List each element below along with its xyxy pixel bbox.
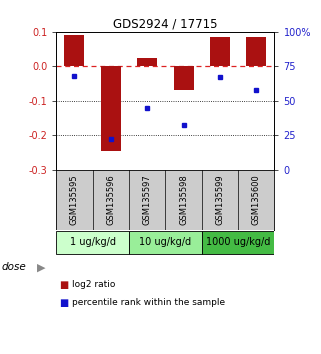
Bar [246,37,266,66]
Bar [210,37,230,66]
Text: dose: dose [2,262,26,272]
Bar [129,230,202,255]
Bar [173,66,194,90]
Bar [202,230,274,255]
Bar [101,66,121,150]
Text: 1 ug/kg/d: 1 ug/kg/d [70,238,116,247]
Title: GDS2924 / 17715: GDS2924 / 17715 [113,18,218,31]
Text: GSM135599: GSM135599 [215,175,224,225]
Text: 10 ug/kg/d: 10 ug/kg/d [139,238,191,247]
Text: GSM135595: GSM135595 [70,175,79,225]
Bar [56,230,129,255]
Text: GSM135597: GSM135597 [143,175,152,225]
Text: 1000 ug/kg/d: 1000 ug/kg/d [206,238,270,247]
Bar [64,35,84,66]
Text: GSM135600: GSM135600 [252,175,261,225]
Bar [137,58,157,66]
Text: GSM135598: GSM135598 [179,175,188,225]
Text: log2 ratio: log2 ratio [72,280,116,290]
Text: ▶: ▶ [37,262,45,272]
Text: GSM135596: GSM135596 [106,175,115,225]
Text: ■: ■ [59,280,69,290]
Text: percentile rank within the sample: percentile rank within the sample [72,298,225,307]
Text: ■: ■ [59,298,69,308]
